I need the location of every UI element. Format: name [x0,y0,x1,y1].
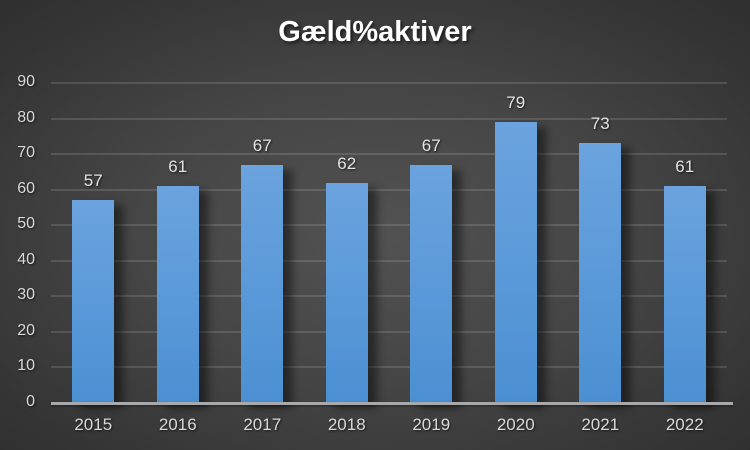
x-axis-tick-label: 2017 [243,415,282,434]
y-axis-tick-label: 80 [17,108,35,126]
x-axis-tick-label: 2021 [581,415,620,434]
gridline [51,188,727,191]
chart-title: Gæld%aktiver [278,16,472,48]
y-axis-tick-label: 40 [17,250,35,268]
y-axis-tick-label: 10 [17,357,35,375]
bar [410,164,453,403]
x-axis-tick-label: 2022 [665,415,704,434]
x-axis-tick-label: 2020 [496,415,535,434]
gridline [51,330,727,333]
x-axis-tick-label: 2016 [158,415,197,434]
bar [663,186,706,403]
bar-value-label: 61 [675,157,695,177]
x-axis-tick-label: 2019 [412,415,451,434]
bar-value-label: 73 [590,114,610,134]
bar [72,200,115,403]
bar-value-label: 67 [252,135,272,155]
bar [156,186,199,403]
bar [579,143,622,403]
gridline [51,117,727,120]
gridline [51,153,727,156]
bar-value-label: 62 [337,153,357,173]
y-axis-tick-label: 0 [26,393,35,410]
gridline [51,224,727,227]
bar [325,182,368,403]
y-axis-tick-label: 60 [17,179,35,197]
x-axis-tick-label: 2015 [74,415,113,434]
bar-value-label: 57 [83,171,103,191]
y-axis-tick-label: 70 [17,144,35,162]
bar [241,164,284,403]
x-axis-tick-label: 2018 [327,415,366,434]
gridline [51,259,727,262]
x-axis-line [51,402,733,405]
gridline [51,295,727,298]
gridline [51,366,727,369]
y-axis-tick-label: 30 [17,286,35,304]
bar-value-label: 61 [168,157,188,177]
gridline [51,82,727,84]
y-axis-tick-label: 90 [17,73,35,90]
bar-value-label: 67 [421,135,441,155]
y-axis-tick-label: 50 [17,215,35,233]
bar [494,122,537,403]
y-axis-tick-label: 20 [17,321,35,339]
bar-value-label: 79 [506,93,526,113]
